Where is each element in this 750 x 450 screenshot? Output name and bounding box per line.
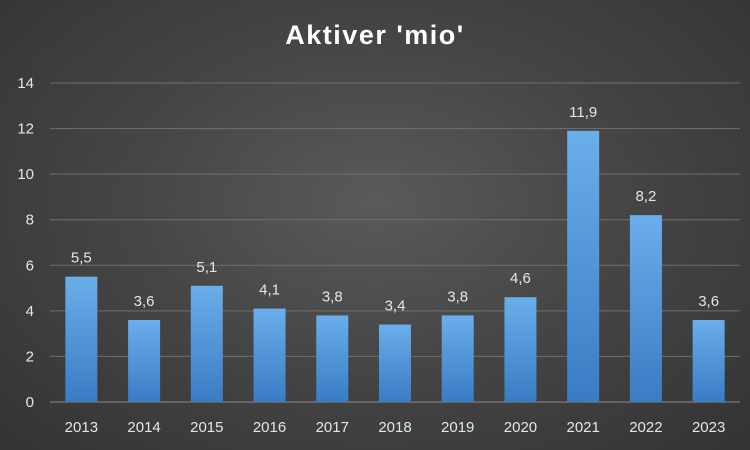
y-tick-label: 0 xyxy=(26,394,34,411)
x-tick-label: 2022 xyxy=(629,419,662,436)
data-label: 4,6 xyxy=(510,270,531,287)
data-label: 3,4 xyxy=(385,298,406,315)
x-tick-label: 2017 xyxy=(316,419,349,436)
data-label: 8,2 xyxy=(635,188,656,205)
x-tick-label: 2021 xyxy=(566,419,599,436)
y-tick-label: 2 xyxy=(26,348,34,365)
bar-2016 xyxy=(253,308,286,402)
bar-2015 xyxy=(190,285,223,402)
y-tick-label: 4 xyxy=(26,303,34,320)
bar-2023 xyxy=(692,319,725,402)
y-tick-label: 8 xyxy=(26,212,34,229)
x-tick-label: 2020 xyxy=(504,419,537,436)
bar-2020 xyxy=(504,297,537,402)
data-label: 3,6 xyxy=(134,293,155,310)
bar-2022 xyxy=(629,215,662,402)
bar-2021 xyxy=(567,130,600,402)
data-labels: 5,5 3,6 5,1 4,1 3,8 3,4 3,8 4,6 11,9 8,2 3,6 xyxy=(71,104,719,315)
data-label: 3,8 xyxy=(447,288,468,305)
x-tick-label: 2014 xyxy=(127,419,160,436)
y-tick-label: 12 xyxy=(17,121,34,138)
bars xyxy=(65,130,725,402)
y-axis-ticks: 0 2 4 6 8 10 12 14 xyxy=(17,75,34,411)
x-tick-label: 2013 xyxy=(65,419,98,436)
y-tick-label: 6 xyxy=(26,257,34,274)
data-label: 3,8 xyxy=(322,288,343,305)
data-label: 3,6 xyxy=(698,293,719,310)
bar-2014 xyxy=(128,319,161,402)
bar-2018 xyxy=(379,324,411,402)
data-label: 5,1 xyxy=(196,259,217,276)
x-tick-label: 2015 xyxy=(190,419,223,436)
x-tick-label: 2023 xyxy=(692,419,725,436)
data-label: 4,1 xyxy=(259,282,280,299)
data-label: 11,9 xyxy=(569,104,597,121)
bar-2017 xyxy=(316,315,349,402)
y-tick-label: 14 xyxy=(17,75,34,92)
chart-title: Aktiver 'mio' xyxy=(285,20,465,50)
x-tick-label: 2016 xyxy=(253,419,286,436)
x-tick-label: 2018 xyxy=(378,419,411,436)
data-label: 5,5 xyxy=(71,250,92,267)
bar-2019 xyxy=(441,315,474,402)
bar-2013 xyxy=(65,276,98,402)
x-axis-ticks: 2013 2014 2015 2016 2017 2018 2019 2020 2021 2022… xyxy=(65,419,726,436)
x-tick-label: 2019 xyxy=(441,419,474,436)
y-tick-label: 10 xyxy=(17,166,34,183)
